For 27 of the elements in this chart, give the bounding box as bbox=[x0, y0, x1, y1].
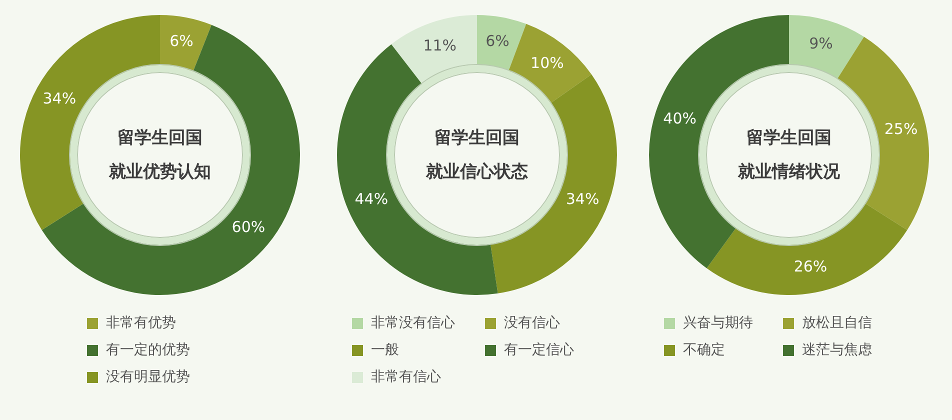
data-label: 11% bbox=[423, 36, 457, 54]
data-label: 44% bbox=[354, 190, 388, 208]
data-label: 34% bbox=[42, 90, 76, 108]
data-label: 25% bbox=[884, 120, 918, 138]
text: 留学生回国就业信心状态 bbox=[426, 127, 528, 184]
data-label: 26% bbox=[794, 258, 828, 276]
data-label: 40% bbox=[663, 109, 696, 128]
legend-label: 不确定 bbox=[683, 341, 725, 359]
legend-label: 没有明显优势 bbox=[106, 368, 190, 386]
legend-label: 有一定信心 bbox=[504, 341, 574, 359]
legend-label: 迷茫与焦虑 bbox=[802, 341, 872, 359]
legend-label: 兴奋与期待 bbox=[683, 314, 753, 332]
legend-label: 非常有优势 bbox=[106, 314, 176, 332]
legend-label: 非常没有信心 bbox=[371, 314, 455, 332]
legend-label: 有一定的优势 bbox=[106, 341, 190, 359]
data-label: 34% bbox=[566, 190, 600, 208]
data-label: 10% bbox=[530, 54, 564, 72]
data-label: 60% bbox=[232, 218, 266, 236]
text: 留学生回国就业优势认知 bbox=[109, 127, 211, 184]
data-label: 6% bbox=[486, 32, 510, 50]
data-label: 6% bbox=[170, 32, 194, 50]
legend-label: 没有信心 bbox=[504, 314, 560, 332]
legend-label: 非常有信心 bbox=[371, 368, 441, 386]
legend-label: 一般 bbox=[371, 341, 399, 359]
data-label: 9% bbox=[809, 34, 833, 53]
text: 留学生回国就业情绪状况 bbox=[738, 127, 840, 184]
legend-label: 放松且自信 bbox=[802, 314, 872, 332]
